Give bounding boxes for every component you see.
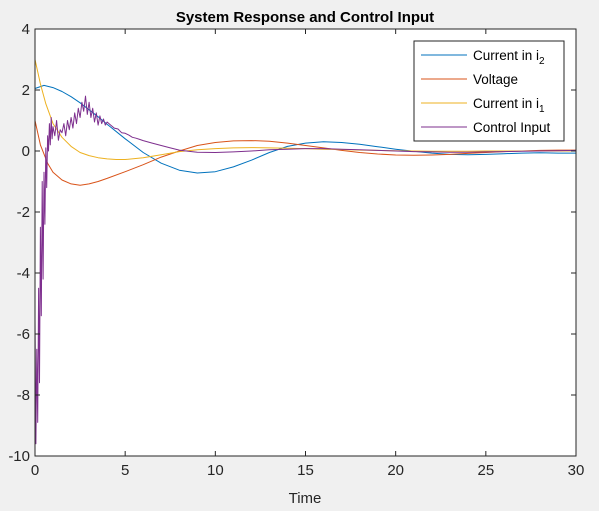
- y-tick-labels: -10 -8 -6 -4 -2 0 2 4: [8, 21, 30, 465]
- series-line-1: [34, 120, 576, 186]
- x-tick-label: 20: [387, 462, 404, 479]
- x-tick-label: 25: [477, 462, 494, 479]
- legend-label-1: Voltage: [473, 72, 518, 87]
- legend-label-2: Current in i1: [473, 96, 545, 115]
- y-tick-label: 2: [22, 82, 30, 99]
- legend-label-0: Current in i2: [473, 48, 545, 67]
- y-tick-label: -4: [17, 265, 30, 282]
- x-tick-label: 0: [31, 462, 39, 479]
- chart-title: System Response and Control Input: [176, 9, 434, 26]
- legend-box: [413, 40, 565, 142]
- y-tick-label: 4: [22, 21, 30, 38]
- legend-subscript: 1: [539, 104, 545, 115]
- axes: [34, 28, 577, 457]
- y-tick-label: -2: [17, 204, 30, 221]
- series-line-3: [34, 95, 577, 445]
- x-tick-labels: 0 5 10 15 20 25 30: [31, 462, 585, 479]
- y-tick-label: -10: [8, 448, 30, 465]
- x-axis-label: Time: [289, 490, 322, 507]
- legend: Current in i2 Voltage Current in i1 Control…: [413, 40, 565, 142]
- x-tick-label: 5: [121, 462, 129, 479]
- x-tick-label: 10: [207, 462, 224, 479]
- y-tick-label: -8: [17, 387, 30, 404]
- series-line-2: [34, 59, 576, 160]
- series-layer: [34, 59, 577, 445]
- x-tick-label: 15: [297, 462, 314, 479]
- x-tick-label: 30: [568, 462, 585, 479]
- series-line-0: [34, 84, 576, 174]
- legend-subscript: 2: [539, 56, 545, 67]
- y-tick-label: -6: [17, 326, 30, 343]
- y-tick-label: 0: [22, 143, 30, 160]
- legend-label-3: Control Input: [473, 120, 551, 135]
